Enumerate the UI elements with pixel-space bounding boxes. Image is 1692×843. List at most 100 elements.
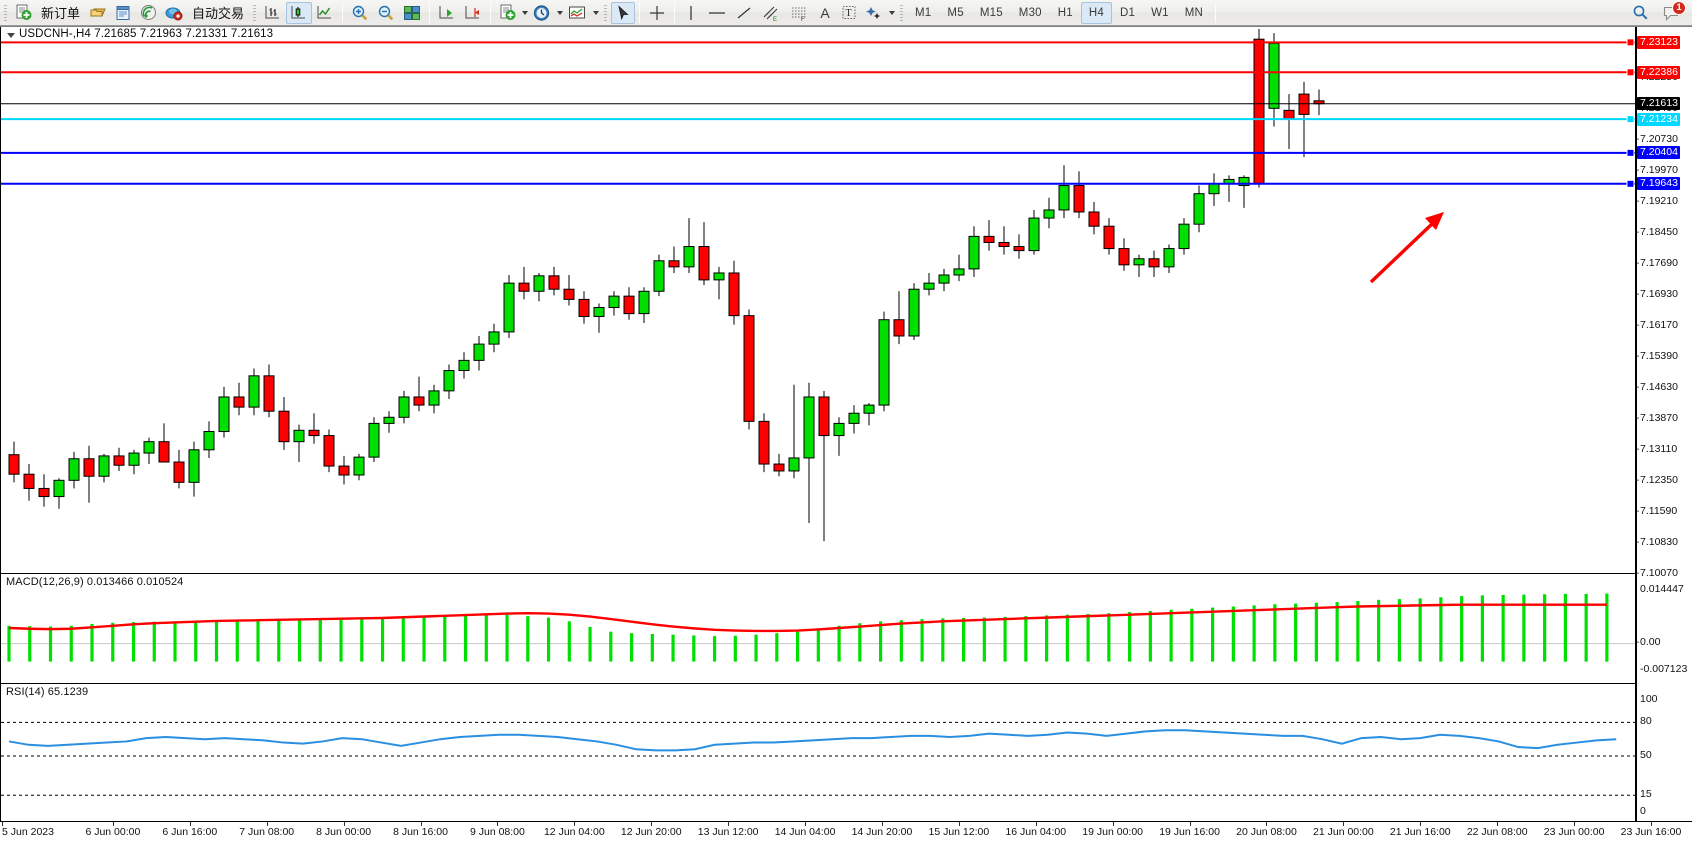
- auto-trading-button[interactable]: [161, 2, 187, 24]
- timeframe-h1[interactable]: H1: [1050, 2, 1081, 24]
- time-tick: [1651, 822, 1652, 826]
- bar-chart-button[interactable]: [260, 2, 286, 24]
- candle: [1058, 165, 1070, 219]
- time-label: 6 Jun 16:00: [162, 826, 218, 838]
- toolbar-right-group: 1: [1628, 0, 1692, 24]
- fibonacci-tool-button[interactable]: F: [785, 2, 813, 24]
- clock-icon: [533, 4, 550, 21]
- rsi-pane[interactable]: RSI(14) 65.1239: [1, 683, 1635, 821]
- price-pane[interactable]: USDCNH-,H4 7.21685 7.21963 7.21331 7.216…: [1, 27, 1635, 573]
- timeframe-d1[interactable]: D1: [1112, 2, 1143, 24]
- equidistant-channel-button[interactable]: E: [757, 2, 785, 24]
- support-line-1-handle[interactable]: [1626, 148, 1635, 157]
- notification-button[interactable]: 1: [1662, 0, 1686, 23]
- data-window-button[interactable]: [111, 2, 136, 24]
- candle: [908, 283, 920, 341]
- macd-pane[interactable]: MACD(12,26,9) 0.013466 0.010524: [1, 573, 1635, 683]
- tile-windows-icon: [404, 5, 421, 20]
- chart-menu-caret-icon[interactable]: [7, 33, 15, 38]
- resistance-line-1-handle[interactable]: [1626, 38, 1635, 47]
- toolbar-grip[interactable]: [2, 2, 9, 23]
- time-tick: [1266, 822, 1268, 826]
- auto-trading-label-wrap[interactable]: 自动交易: [187, 2, 249, 24]
- signals-button[interactable]: [136, 2, 161, 24]
- chart-shift-button[interactable]: [460, 2, 486, 24]
- time-label: 15 Jun 12:00: [928, 826, 990, 838]
- candlestick-chart-button[interactable]: [286, 1, 313, 24]
- timeframe-h4[interactable]: H4: [1080, 1, 1112, 24]
- objects-button[interactable]: [861, 2, 887, 24]
- price-tag-current[interactable]: 7.21613: [1637, 97, 1680, 111]
- new-order-label-wrap[interactable]: 新订单: [36, 2, 85, 24]
- candle: [143, 437, 155, 465]
- price-tag-support-2[interactable]: 7.19643: [1637, 177, 1680, 191]
- bullish-arrow[interactable]: [1369, 212, 1444, 284]
- toolbar-grip-4[interactable]: [898, 2, 906, 23]
- text-tool-button[interactable]: A: [813, 2, 837, 24]
- trendline-tool-button[interactable]: [731, 2, 757, 24]
- timeframe-w1[interactable]: W1: [1143, 2, 1177, 24]
- candle: [938, 268, 950, 292]
- time-scale[interactable]: 5 Jun 2023 6 Jun 00:00 6 Jun 16:00 7 Jun 08…: [0, 821, 1692, 843]
- price-tag-cyan[interactable]: 7.21234: [1637, 112, 1680, 126]
- cursor-icon: [618, 4, 629, 20]
- candle: [1118, 238, 1130, 271]
- time-tick: [574, 822, 576, 826]
- candle: [863, 403, 875, 426]
- candle: [533, 272, 545, 302]
- support-line-2-handle[interactable]: [1626, 179, 1635, 188]
- candle: [548, 266, 560, 296]
- timeframe-m1[interactable]: M1: [907, 2, 939, 24]
- toolbar-grip-3[interactable]: [602, 2, 610, 23]
- time-label: 23 Jun 00:00: [1543, 826, 1605, 838]
- time-label: 20 Jun 08:00: [1236, 826, 1297, 838]
- timeframe-m15[interactable]: M15: [972, 2, 1011, 24]
- toolbar-grip-2[interactable]: [251, 2, 259, 23]
- bar-chart-icon: [265, 6, 280, 19]
- time-tick: [497, 822, 499, 826]
- line-chart-button[interactable]: [312, 2, 338, 24]
- timeframe-h1-label: H1: [1057, 6, 1073, 19]
- new-order-button[interactable]: [11, 2, 36, 24]
- cyan-line-handle[interactable]: [1626, 115, 1635, 124]
- candle: [1028, 209, 1040, 255]
- candle: [1043, 197, 1055, 229]
- time-tick: [343, 822, 345, 826]
- crosshair-tool-button[interactable]: [644, 2, 670, 24]
- tile-windows-button[interactable]: [399, 2, 425, 24]
- time-label: 9 Jun 08:00: [469, 826, 525, 838]
- price-scale[interactable]: -7.23010-7.22250-7.21490-7.20730-7.19970…: [1636, 27, 1692, 821]
- candle: [1103, 218, 1115, 255]
- auto-scroll-button[interactable]: [434, 2, 460, 24]
- price-tag-resistance-1[interactable]: 7.23123: [1637, 35, 1680, 49]
- horizontal-line-tool-button[interactable]: [703, 2, 731, 24]
- search-button[interactable]: [1628, 2, 1654, 24]
- zoom-out-button[interactable]: [373, 2, 399, 24]
- horizontal-line-icon: [709, 11, 726, 14]
- price-tag-support-1[interactable]: 7.20404: [1637, 146, 1680, 160]
- periods-button[interactable]: [529, 2, 555, 24]
- timeframe-m5[interactable]: M5: [939, 2, 971, 24]
- candle: [953, 254, 965, 282]
- timeframe-m30[interactable]: M30: [1011, 2, 1050, 24]
- text-label-icon: T: [842, 6, 856, 19]
- time-label: 21 Jun 16:00: [1389, 826, 1451, 838]
- objects-caret[interactable]: [887, 2, 896, 24]
- vertical-line-tool-button[interactable]: [679, 2, 703, 24]
- chart-plot-area[interactable]: USDCNH-,H4 7.21685 7.21963 7.21331 7.216…: [0, 27, 1636, 821]
- zoom-in-button[interactable]: [347, 2, 373, 24]
- timeframe-mn[interactable]: MN: [1177, 2, 1211, 24]
- price-tag-resistance-2[interactable]: 7.22386: [1637, 65, 1680, 79]
- resistance-line-2-handle[interactable]: [1626, 68, 1635, 77]
- indicators-button[interactable]: [495, 2, 520, 24]
- candle: [398, 390, 410, 424]
- periods-caret[interactable]: [555, 2, 564, 24]
- templates-button[interactable]: [564, 2, 591, 24]
- fibonacci-icon: F: [792, 7, 807, 22]
- indicators-caret[interactable]: [520, 2, 529, 24]
- templates-caret[interactable]: [591, 2, 600, 24]
- candle: [1238, 175, 1250, 208]
- expert-advisors-button[interactable]: [85, 2, 111, 24]
- label-tool-button[interactable]: T: [837, 2, 861, 24]
- cursor-tool-button[interactable]: [611, 1, 636, 24]
